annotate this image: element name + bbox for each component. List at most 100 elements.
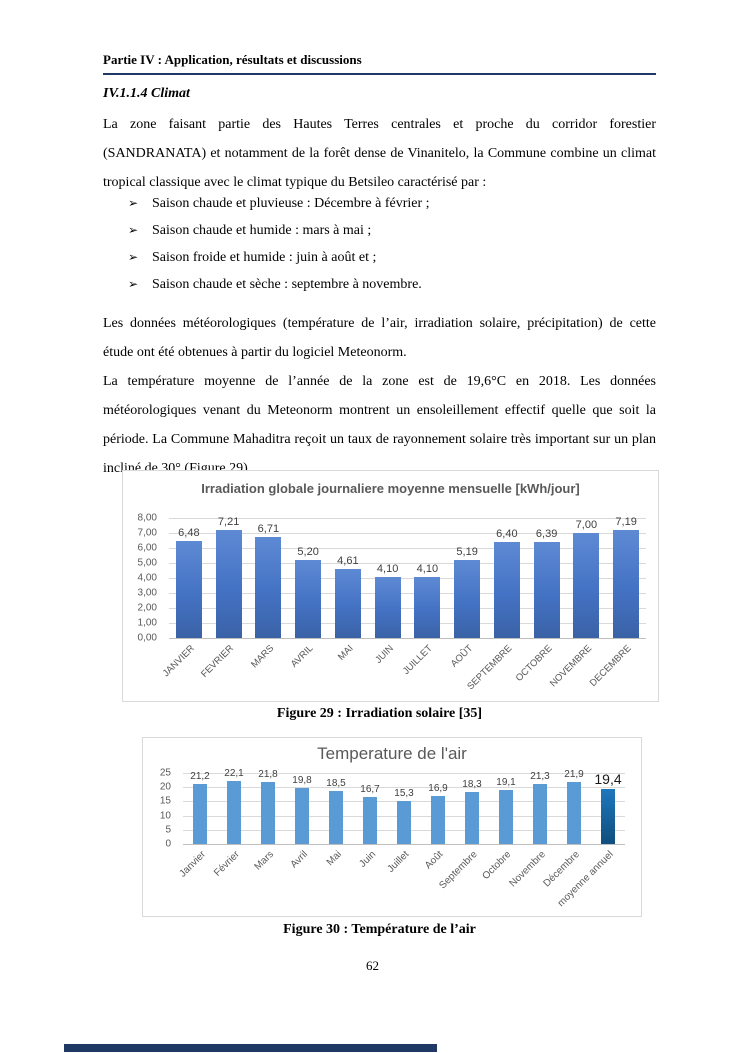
bar-septembre	[493, 542, 520, 638]
bar-mars	[261, 782, 275, 844]
bar-mai	[329, 791, 343, 844]
data-label: 22,1	[224, 768, 244, 780]
x-tick-label: FEVRIER	[199, 643, 237, 680]
bar-column: 16,7	[353, 784, 387, 844]
data-label: 5,20	[297, 546, 319, 558]
bar-août	[454, 560, 481, 638]
bar-column: 21,8	[251, 769, 285, 844]
gridline	[169, 518, 646, 519]
bar-column: 4,10	[368, 562, 408, 638]
arrow-bullet-icon: ➢	[128, 250, 139, 264]
data-label: 16,7	[360, 783, 380, 795]
bar-column: 18,5	[319, 778, 353, 844]
data-label: 7,21	[217, 515, 240, 528]
gridline	[183, 787, 625, 789]
bar-column: 22,1	[217, 768, 251, 844]
bar-column: 4,61	[328, 555, 368, 638]
bar-column: 19,1	[489, 777, 523, 844]
bar-column: 15,3	[387, 788, 421, 844]
bar-novembre	[573, 533, 600, 638]
y-tick-label: 0	[165, 838, 171, 850]
list-item: ➢ Saison chaude et sèche : septembre à n…	[128, 277, 648, 304]
bar-moyenne-annuel	[601, 788, 615, 844]
bullet-text: Saison froide et humide : juin à août et…	[152, 250, 377, 265]
data-label: 15,3	[394, 787, 414, 799]
bar-juin	[363, 796, 377, 844]
running-header: Partie IV : Application, résultats et di…	[103, 52, 362, 67]
data-label: 18,3	[462, 779, 482, 791]
bar-column: 6,40	[487, 528, 527, 638]
x-tick-label: Septembre	[437, 849, 480, 892]
y-tick-label: 7,00	[137, 527, 157, 539]
data-label: 6,40	[496, 528, 518, 540]
bar-juillet	[397, 800, 411, 844]
x-tick-label: AVRIL	[289, 643, 316, 670]
bar-avril	[295, 787, 309, 844]
bar-column: 18,3	[455, 779, 489, 844]
bar-mars	[255, 537, 282, 638]
x-axis-labels: Janvier Février Mars Avril Mai Juin Juillet Aoû…	[143, 845, 641, 913]
paragraph-temperature: La température moyenne de l’année de la …	[103, 374, 656, 476]
data-label: 4,10	[416, 562, 439, 575]
section-heading: IV.1.1.4 Climat	[103, 86, 190, 101]
footer-rule	[64, 1044, 437, 1052]
gridline	[169, 563, 646, 564]
x-tick-label: moyenne annuel	[555, 849, 616, 910]
bar-avril	[295, 560, 322, 638]
x-tick-label: Mars	[252, 849, 276, 873]
gridline	[169, 578, 646, 579]
bar-column: 21,2	[183, 771, 217, 844]
data-label: 19,8	[292, 774, 312, 786]
data-label: 7,19	[615, 516, 637, 529]
bar-juillet	[414, 576, 441, 638]
data-label: 21,2	[190, 770, 210, 782]
y-tick-label: 8,00	[137, 512, 157, 524]
y-tick-label: 20	[159, 781, 171, 793]
paragraph-intro: La zone faisant partie des Hautes Terres…	[103, 117, 656, 190]
x-axis-labels: JANVIER FEVRIER MARS AVRIL MAI JUIN JUILLET AOÛ…	[123, 639, 658, 697]
bar-décembre	[567, 781, 581, 844]
y-tick-label: 4,00	[137, 572, 157, 584]
y-axis: 0,00 1,00 2,00 3,00 4,00 5,00 6,00 7,00 8,00	[123, 513, 163, 644]
plot-area: 21,2 22,1 21,8 19,8 18,5 16,7 15,3 16,9 18,3 19,1…	[183, 768, 625, 845]
bar-mai	[334, 568, 361, 638]
header-rule	[103, 73, 656, 75]
bar-janvier	[175, 540, 202, 638]
y-axis: 0 5 10 15 20 25	[143, 768, 177, 850]
bullet-text: Saison chaude et pluvieuse : Décembre à …	[152, 196, 430, 211]
bar-column: 21,9	[557, 769, 591, 844]
y-tick-label: 6,00	[137, 542, 157, 554]
bar-septembre	[465, 792, 479, 844]
data-label: 18,5	[326, 778, 346, 790]
data-label: 6,48	[178, 526, 200, 539]
bar-février	[227, 781, 241, 844]
bar-column: 4,10	[408, 562, 448, 638]
y-tick-label: 2,00	[137, 602, 157, 614]
bar-column: 6,39	[527, 528, 567, 638]
gridline	[169, 623, 646, 624]
gridline	[183, 773, 625, 774]
x-tick-label: Mai	[324, 849, 344, 869]
y-tick-label: 10	[159, 810, 171, 822]
bar-decembre	[613, 530, 640, 638]
page-number: 62	[366, 958, 379, 973]
bar-column: 16,9	[421, 783, 455, 844]
bar-fevrier	[215, 529, 242, 638]
bar-janvier	[193, 783, 207, 844]
bar-column: 7,00	[567, 519, 607, 638]
bar-août	[431, 796, 445, 844]
y-tick-label: 5	[165, 824, 171, 836]
list-item: ➢ Saison chaude et humide : mars à mai ;	[128, 223, 648, 250]
data-label: 4,10	[376, 562, 399, 575]
y-tick-label: 3,00	[137, 587, 157, 599]
chart-title: Temperature de l'air	[317, 744, 467, 763]
bar-column: 7,19	[606, 516, 646, 638]
gridline	[169, 533, 646, 534]
x-tick-label: MAI	[335, 643, 356, 663]
bar-novembre	[533, 783, 547, 844]
figure-29-caption: Figure 29 : Irradiation solaire [35]	[276, 706, 483, 721]
bar-column: 5,19	[447, 546, 487, 638]
x-tick-label: Avril	[288, 849, 310, 871]
bullet-text: Saison chaude et humide : mars à mai ;	[152, 223, 372, 238]
bullet-text: Saison chaude et sèche : septembre à nov…	[152, 277, 422, 292]
